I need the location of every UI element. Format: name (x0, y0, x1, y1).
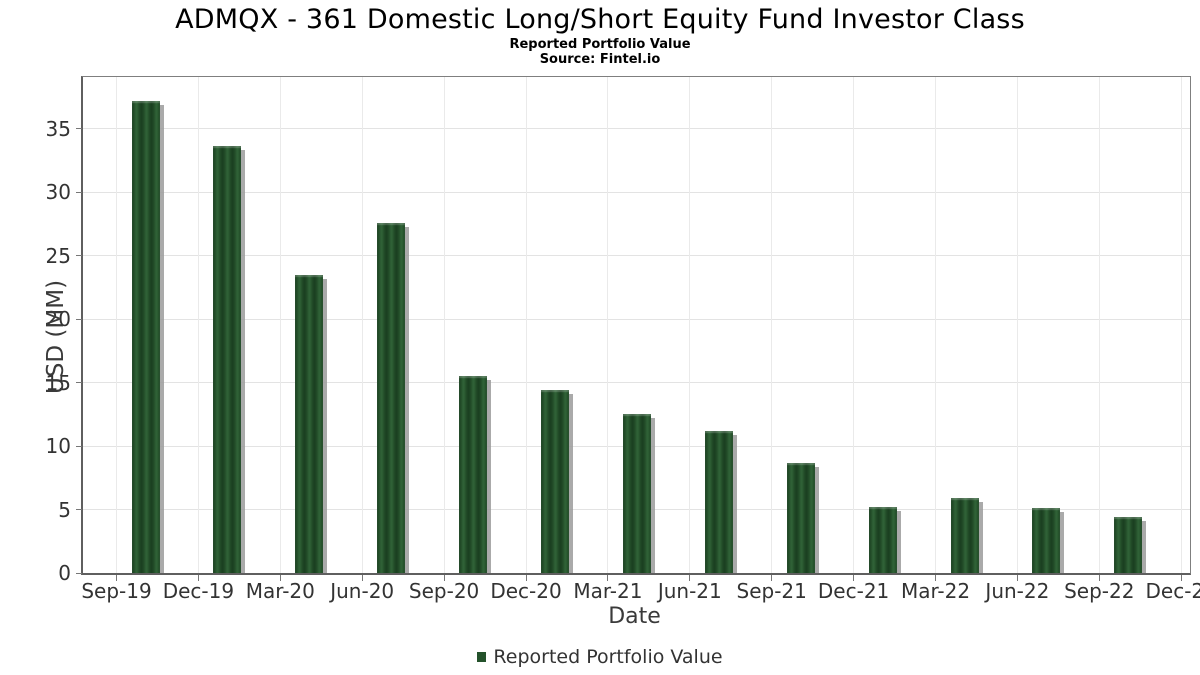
bar (541, 390, 569, 573)
legend-label: Reported Portfolio Value (493, 646, 723, 668)
x-tick-label: Mar-21 (573, 579, 643, 603)
x-tick-label: Mar-22 (900, 579, 971, 603)
x-axis-label: Date (608, 604, 661, 629)
gridline-v (607, 77, 609, 573)
y-tick-label: 35 (45, 116, 71, 141)
x-tick-label: Mar-20 (245, 579, 315, 603)
x-tick-mark (197, 575, 199, 581)
x-tick-mark (607, 575, 609, 581)
y-tick-mark (76, 318, 82, 320)
y-tick-label: 15 (45, 370, 71, 395)
y-tick-mark (76, 572, 82, 574)
x-tick-label: Dec-20 (490, 579, 562, 603)
x-tick-mark (853, 575, 855, 581)
x-tick-label: Sep-21 (736, 579, 807, 603)
x-tick-label: Sep-22 (1064, 579, 1135, 603)
x-tick-label: Jun-21 (657, 579, 722, 603)
x-tick-mark (525, 575, 527, 581)
x-tick-label: Sep-20 (408, 579, 480, 603)
y-tick-mark (76, 509, 82, 511)
bar (213, 146, 242, 573)
bar (1032, 508, 1061, 573)
gridline-v (1180, 77, 1182, 573)
y-tick-mark (76, 445, 82, 447)
gridline-h (83, 191, 1190, 193)
chart-subtitle: Reported Portfolio Value (509, 37, 691, 52)
gridline-v (1016, 77, 1018, 573)
gridline-v (1098, 77, 1100, 573)
y-tick-label: 0 (58, 561, 71, 585)
x-tick-label: Jun-20 (330, 579, 395, 603)
bar (786, 462, 815, 573)
bar (459, 376, 488, 573)
y-tick-mark (76, 255, 82, 257)
x-tick-mark (771, 575, 773, 581)
bar (622, 414, 651, 573)
x-tick-label: Dec-21 (817, 579, 890, 603)
y-axis-label: USD (MM) (43, 279, 69, 395)
bar (704, 430, 733, 573)
x-tick-label: Sep-19 (81, 579, 152, 603)
gridline-v (771, 77, 773, 573)
gridline-h (83, 382, 1190, 384)
gridline-v (935, 77, 936, 573)
gridline-v (443, 77, 445, 573)
y-tick-mark (76, 191, 82, 193)
bar (131, 100, 160, 573)
bar (950, 498, 979, 573)
legend: Reported Portfolio Value (0, 646, 1200, 668)
x-tick-label: Dec-22 (1145, 579, 1200, 603)
gridline-v (279, 77, 281, 573)
bar (868, 507, 897, 573)
x-tick-mark (1016, 575, 1018, 581)
y-tick-label: 30 (45, 180, 71, 205)
x-tick-mark (279, 575, 281, 581)
gridline-v (689, 77, 691, 573)
page-title: ADMQX - 361 Domestic Long/Short Equity F… (175, 4, 1025, 35)
gridline-v (853, 77, 855, 573)
gridline-v (361, 77, 363, 573)
bar (1114, 517, 1143, 573)
gridline-h (83, 128, 1190, 130)
x-tick-mark (689, 575, 691, 581)
x-tick-label: Jun-22 (985, 579, 1050, 603)
x-tick-mark (443, 575, 445, 581)
chart-source: Source: Fintel.io (539, 52, 661, 67)
bar (377, 222, 406, 573)
x-tick-mark (361, 575, 363, 581)
gridline-h (83, 255, 1190, 257)
gridline-v (525, 77, 527, 573)
gridline-h (83, 318, 1190, 320)
y-tick-mark (76, 128, 82, 130)
y-tick-label: 5 (58, 497, 71, 522)
x-tick-label: Dec-19 (162, 579, 235, 603)
y-tick-label: 10 (45, 434, 71, 459)
x-tick-mark (116, 575, 117, 581)
gridline-v (197, 77, 199, 573)
gridline-v (116, 77, 117, 573)
x-tick-mark (1098, 575, 1100, 581)
x-tick-mark (1180, 575, 1182, 581)
x-tick-mark (935, 575, 936, 581)
y-tick-label: 25 (45, 243, 71, 268)
y-tick-mark (76, 382, 82, 384)
legend-swatch-icon (477, 652, 487, 662)
y-tick-label: 20 (45, 307, 71, 332)
bar (295, 274, 324, 573)
plot-area: 0 5 10 15 20 25 30 35 Sep-19 Dec-19 Mar-20 Jun-20 Se… (46, 76, 1200, 603)
